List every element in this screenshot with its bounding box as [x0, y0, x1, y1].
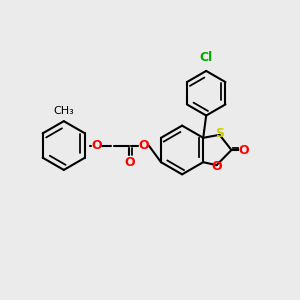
Text: O: O [124, 156, 134, 169]
Text: O: O [91, 139, 102, 152]
Text: Cl: Cl [200, 50, 213, 64]
Text: O: O [211, 160, 222, 173]
Text: O: O [138, 139, 149, 152]
Text: CH₃: CH₃ [53, 106, 74, 116]
Text: O: O [238, 143, 249, 157]
Text: S: S [215, 127, 224, 140]
